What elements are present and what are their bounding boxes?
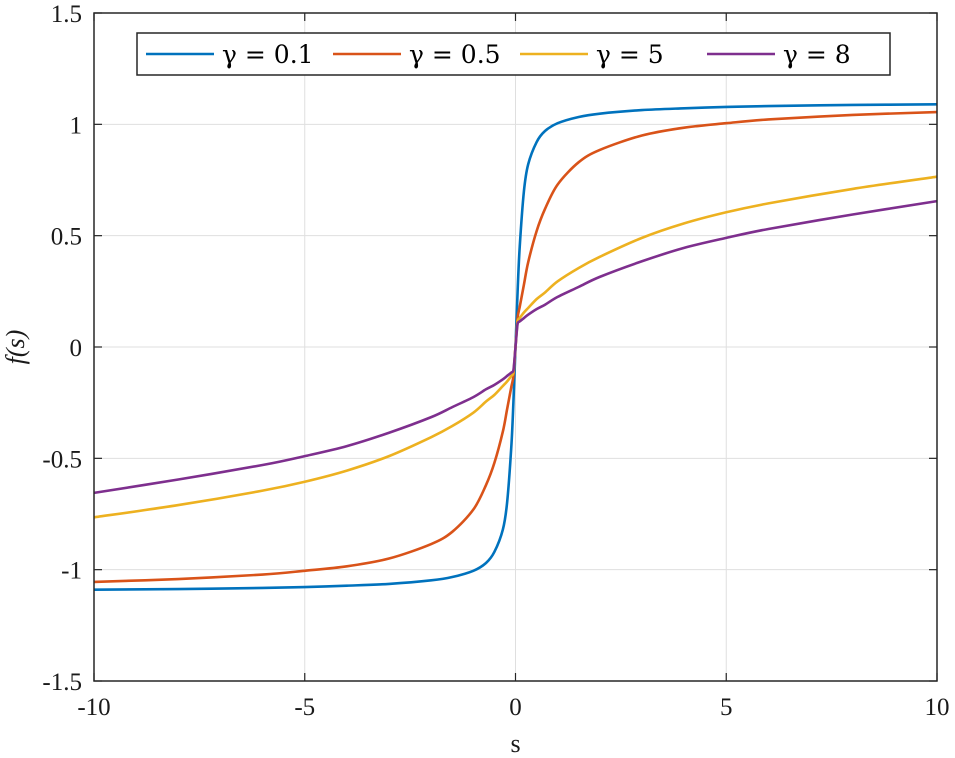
legend: γ = 0.1 γ = 0.5 γ = 5 γ = 8 <box>136 32 891 76</box>
y-tick-label: -0.5 <box>42 446 82 473</box>
legend-entry-label: γ = 5 <box>596 40 664 69</box>
tick-labels: -10 -5 0 5 10 -1.5 -1 -0.5 0 0.5 1 1.5 <box>42 1 949 721</box>
x-tick-label: 5 <box>720 694 733 721</box>
y-tick-label: 0.5 <box>51 224 82 251</box>
legend-entry-label: γ = 0.1 <box>222 40 314 69</box>
x-axis-label: s <box>510 729 520 758</box>
x-tick-label: 0 <box>509 694 522 721</box>
y-tick-label: -1 <box>61 558 82 585</box>
x-tick-label: -10 <box>77 694 110 721</box>
axis-ticks <box>93 12 938 682</box>
legend-entry-label: γ = 0.5 <box>409 40 501 69</box>
y-tick-label: 1 <box>70 112 83 139</box>
legend-entry-label: γ = 8 <box>783 40 851 69</box>
series-layer <box>93 102 938 592</box>
y-tick-label: -1.5 <box>42 669 82 696</box>
series-line-4 <box>93 199 938 495</box>
y-tick-label: 0 <box>70 335 83 362</box>
y-tick-label: 1.5 <box>51 1 82 28</box>
x-tick-label: -5 <box>294 694 315 721</box>
x-tick-label: 10 <box>925 694 950 721</box>
y-axis-label: f(s) <box>1 330 30 365</box>
